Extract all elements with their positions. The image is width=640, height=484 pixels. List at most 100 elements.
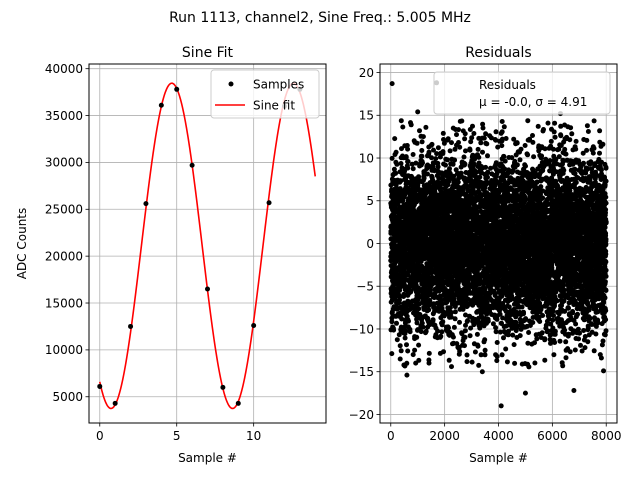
residual-point (500, 129, 505, 134)
residual-point (422, 176, 427, 181)
sample-point (220, 385, 225, 390)
residual-point (419, 154, 424, 159)
residual-point (503, 159, 508, 164)
residual-point (478, 140, 483, 145)
residual-point (482, 136, 487, 141)
residual-point (438, 334, 443, 339)
residual-point (406, 159, 411, 164)
residual-point (398, 357, 403, 362)
residual-point (463, 131, 468, 136)
sine-fit-title: Sine Fit (182, 45, 234, 61)
residual-point (421, 134, 426, 139)
residual-point (420, 139, 425, 144)
residual-point (463, 328, 468, 333)
residual-point (440, 319, 445, 324)
residual-point (400, 125, 405, 130)
residual-point (475, 332, 480, 337)
sine-fit-ytick-label: 15000 (45, 296, 83, 310)
residual-point (483, 352, 488, 357)
residual-point (395, 337, 400, 342)
residual-point (443, 163, 448, 168)
residual-point (429, 155, 434, 160)
sample-point (267, 200, 272, 205)
residual-point (412, 348, 417, 353)
residual-point (436, 145, 441, 150)
residual-point (456, 140, 461, 145)
residual-point (453, 309, 458, 314)
sample-point (251, 323, 256, 328)
residual-point (486, 319, 491, 324)
sample-point (113, 401, 118, 406)
sine-fit-xtick-label: 10 (246, 429, 261, 443)
residual-point (435, 329, 440, 334)
sine-fit-xtick-label: 5 (173, 429, 181, 443)
residual-point (446, 325, 451, 330)
residuals-title: Residuals (465, 45, 531, 61)
residual-point (485, 153, 490, 158)
sample-point (143, 201, 148, 206)
residual-point (419, 329, 424, 334)
residual-point (441, 149, 446, 154)
residual-point (411, 166, 416, 171)
residual-point (499, 143, 504, 148)
residual-point (394, 321, 399, 326)
residual-point (476, 155, 481, 160)
residual-point (417, 128, 422, 133)
residual-point (389, 351, 394, 356)
residual-point (462, 343, 467, 348)
sine-fit-xtick-label: 0 (96, 429, 104, 443)
residual-point (480, 150, 485, 155)
sine-fit-ytick-label: 35000 (45, 109, 83, 123)
residual-point (409, 122, 414, 127)
residual-point (471, 131, 476, 136)
residual-point (457, 320, 462, 325)
residual-point (398, 343, 403, 348)
residual-point (501, 154, 506, 159)
residual-point (411, 352, 416, 357)
residual-point (477, 175, 482, 180)
residual-point (448, 148, 453, 153)
residual-point (463, 148, 468, 153)
residual-point (433, 156, 438, 161)
residual-point (427, 351, 432, 356)
residual-point (424, 329, 429, 334)
residual-point (447, 166, 452, 171)
residual-point (477, 326, 482, 331)
sample-point (236, 401, 241, 406)
residual-point (481, 126, 486, 131)
residual-point (476, 147, 481, 152)
residual-point (468, 148, 473, 153)
residual-point (485, 175, 490, 180)
residual-point (414, 335, 419, 340)
residual-point (483, 165, 488, 170)
residual-point (427, 361, 432, 366)
residual-point (389, 319, 394, 324)
residual-point (399, 348, 404, 353)
residual-point (470, 360, 475, 365)
residual-point (462, 162, 467, 167)
residual-point (404, 361, 409, 366)
sample-point (159, 103, 164, 108)
residual-point (457, 145, 462, 150)
residual-point (411, 152, 416, 157)
residual-point (393, 171, 398, 176)
residual-point (441, 349, 446, 354)
residual-point (405, 166, 410, 171)
residual-point (515, 141, 520, 146)
residual-point (515, 162, 520, 167)
residual-point (494, 129, 499, 134)
residual-point (505, 359, 510, 364)
residual-point (449, 364, 454, 369)
sample-point (174, 87, 179, 92)
residual-point (456, 127, 461, 132)
residual-point (453, 316, 458, 321)
residual-point (405, 147, 410, 152)
legend-samples-label: Samples (253, 78, 304, 92)
residual-point (459, 119, 464, 124)
residual-point (445, 157, 450, 162)
residual-point (500, 119, 505, 124)
residual-point (502, 124, 507, 129)
residual-point (392, 136, 397, 141)
residual-point (404, 342, 409, 347)
